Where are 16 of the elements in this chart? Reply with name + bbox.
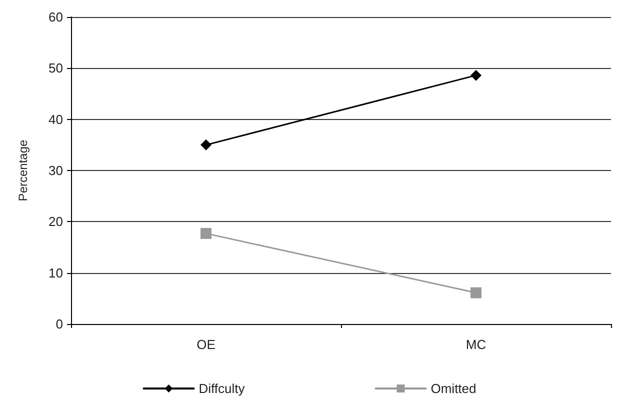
y-tick-label: 10 xyxy=(48,265,63,280)
point xyxy=(200,228,212,239)
point xyxy=(470,70,482,81)
point xyxy=(200,139,212,150)
y-tick-label: 20 xyxy=(48,214,63,230)
legend-label: Diffculty xyxy=(198,381,246,396)
y-axis-title: Percentage xyxy=(16,139,30,202)
y-tick-label: 50 xyxy=(48,60,63,76)
x-tick-label: MC xyxy=(466,337,486,352)
point xyxy=(470,287,482,298)
y-tick-label: 40 xyxy=(48,112,63,127)
y-tick-label: 60 xyxy=(48,10,63,24)
x-tick-label: OE xyxy=(196,337,216,352)
y-tick-label: 30 xyxy=(48,163,63,178)
y-tick-label: 0 xyxy=(56,316,63,332)
legend-label: Omitted xyxy=(430,381,476,396)
